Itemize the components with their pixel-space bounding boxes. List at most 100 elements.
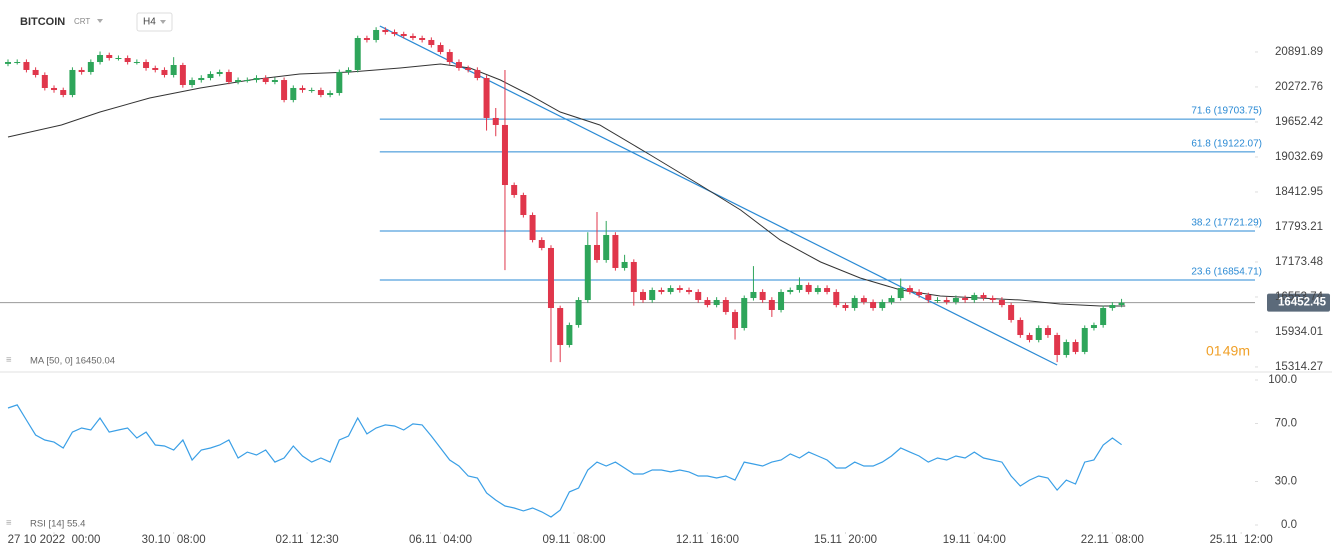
candle-body — [796, 284, 803, 290]
candle-body — [934, 299, 941, 301]
candle-body — [778, 291, 785, 310]
timeframe-selector[interactable] — [136, 12, 173, 32]
candle-body — [382, 29, 389, 33]
candle-body — [667, 288, 674, 292]
candle-body — [989, 298, 996, 300]
timer-minutes: 49m — [1223, 343, 1250, 359]
candle-body — [23, 62, 30, 70]
candle-body — [345, 69, 352, 73]
candle-body — [1100, 308, 1107, 326]
y-tick-label: 30.0 — [1275, 476, 1297, 488]
candle-body — [437, 45, 444, 53]
timer-hours: 01 — [1206, 343, 1222, 359]
candle-body — [354, 38, 361, 70]
y-tick-label: 17793.21 — [1275, 221, 1323, 233]
instrument-name[interactable]: BITCOIN — [20, 16, 65, 28]
instrument-type: CRT — [74, 17, 90, 26]
candle-body — [649, 289, 656, 300]
candle-body — [1072, 342, 1079, 352]
y-tick-label: 16553.74 — [1275, 291, 1324, 303]
candle-body — [51, 87, 58, 91]
candle-body — [584, 244, 591, 300]
candle-body — [695, 291, 702, 300]
candle-body — [115, 57, 122, 59]
candle-body — [373, 29, 380, 40]
candle-body — [603, 234, 610, 261]
candle-body — [732, 312, 739, 329]
candle-body — [612, 234, 619, 268]
x-tick-label: 19.11 04:00 — [943, 534, 1006, 546]
candle-body — [179, 65, 186, 85]
candle-body — [1090, 325, 1097, 329]
y-tick-label: 19652.42 — [1275, 116, 1323, 128]
indicator-icon[interactable]: ≡ — [6, 518, 12, 529]
x-tick-label: 12.11 16:00 — [676, 534, 739, 546]
candle-body — [474, 69, 481, 78]
dropdown-arrow[interactable] — [160, 20, 166, 24]
candle-body — [980, 295, 987, 299]
x-tick-label: 02.11 12:30 — [276, 534, 339, 546]
candle-body — [290, 87, 297, 101]
candle-body — [686, 289, 693, 292]
candle-body — [32, 69, 39, 75]
candle-body — [271, 80, 278, 83]
y-tick-label: 20272.76 — [1275, 81, 1323, 93]
x-tick-label: 27 10 2022 00:00 — [8, 534, 101, 546]
candle-body — [520, 195, 527, 215]
candle-body — [1026, 335, 1033, 340]
candle-body — [870, 302, 877, 309]
candle-body — [593, 244, 600, 261]
fib-label: 23.6 (16854.71) — [1191, 267, 1262, 278]
candle-body — [529, 214, 536, 241]
candle-body — [1035, 328, 1042, 340]
y-tick-label: 0.0 — [1281, 519, 1297, 531]
candle-body — [676, 288, 683, 290]
x-tick-label: 06.11 04:00 — [409, 534, 472, 546]
candle-body — [768, 299, 775, 310]
candle-body — [207, 73, 214, 78]
timeframe[interactable]: H4 — [143, 17, 156, 28]
candle-body — [428, 39, 435, 46]
candle-body — [216, 72, 223, 74]
candle-body — [952, 298, 959, 303]
candle-body — [814, 288, 821, 292]
candle-body — [722, 299, 729, 313]
rsi-line — [7, 404, 1122, 518]
candle-body — [704, 299, 711, 306]
candle-body — [787, 289, 794, 292]
candle-body — [741, 298, 748, 329]
candle-body — [133, 62, 140, 64]
candle-body — [860, 298, 867, 303]
candle-body — [658, 289, 665, 292]
y-tick-label: 100.0 — [1268, 374, 1297, 386]
candle-body — [759, 291, 766, 300]
x-tick-label: 15.11 20:00 — [814, 534, 877, 546]
candle-body — [750, 291, 757, 299]
x-tick-label: 09.11 08:00 — [542, 534, 605, 546]
moving-average — [7, 63, 1126, 307]
candle-body — [906, 288, 913, 292]
y-tick-label: 17173.48 — [1275, 256, 1323, 268]
candle-body — [60, 90, 67, 95]
y-tick-label: 70.0 — [1275, 418, 1297, 430]
y-tick-label: 20891.89 — [1275, 46, 1323, 58]
fib-label: 61.8 (19122.07) — [1191, 139, 1262, 150]
candle-body — [299, 87, 306, 91]
last-price-box — [1267, 293, 1330, 312]
candle-body — [78, 69, 85, 73]
candle-body — [511, 185, 518, 196]
candle-body — [455, 62, 462, 68]
fib-label: 71.6 (19703.75) — [1191, 106, 1262, 117]
candle-body — [621, 261, 628, 268]
dropdown-arrow[interactable] — [97, 19, 103, 23]
ma-label: MA [50, 0] 16450.04 — [30, 356, 115, 367]
indicator-icon[interactable]: ≡ — [6, 355, 12, 366]
candle-body — [1008, 305, 1015, 320]
candle-body — [198, 77, 205, 81]
candle-body — [1063, 342, 1070, 356]
candle-body — [327, 93, 334, 95]
x-tick-label: 30.10 08:00 — [142, 534, 206, 546]
candle-body — [1081, 328, 1088, 352]
